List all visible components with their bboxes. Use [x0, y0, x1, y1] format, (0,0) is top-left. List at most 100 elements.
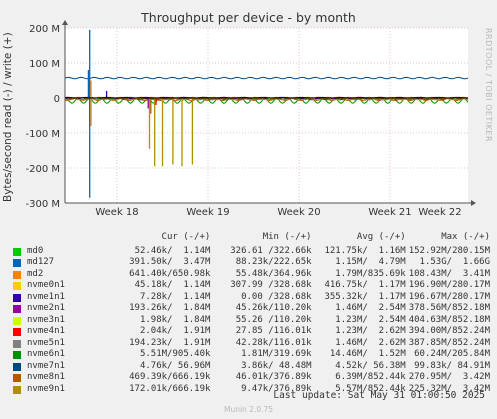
legend-row-md2: md2 641.40k/650.98k 55.48k/364.96k 1.79M/83… [10, 269, 490, 281]
legend-max: 196.67M/280.17M [408, 291, 490, 302]
legend-swatch [13, 362, 21, 371]
y-tick-label: -200 M [25, 164, 60, 175]
y-tick-label: 0 [54, 94, 60, 105]
legend-swatch [13, 339, 21, 348]
legend-avg: 1.15M/ 4.79M [335, 257, 406, 267]
legend-cur: 4.76k/ 56.96M [139, 360, 211, 371]
legend-min: 46.01k/376.89k [235, 372, 312, 382]
legend-max: 108.43M/ 3.41M [408, 268, 490, 279]
legend-row-nvme2n1: nvme2n1 193.26k/ 1.84M 45.26k/110.20k 1.46M… [10, 303, 490, 315]
legend-min: 88.23k/222.65k [235, 257, 312, 267]
legend-name: md127 [27, 257, 55, 267]
legend-swatch [13, 374, 21, 382]
legend-swatch [13, 293, 21, 302]
legend-header-cur: Cur (-/+) [161, 232, 211, 242]
legend-min: 0.00 /328.68k [241, 291, 312, 302]
x-axis-arrow [471, 200, 476, 206]
x-tick-label: Week 22 [418, 207, 461, 218]
legend-row-nvme8n1: nvme8n1 469.39k/666.19k 46.01k/376.89k 6.39… [10, 372, 490, 384]
legend-swatch [13, 247, 21, 256]
legend-avg: 6.39M/852.44k [335, 372, 406, 382]
legend-row-md127: md127 391.50k/ 3.47M 88.23k/222.65k 1.15M/ … [10, 257, 490, 269]
legend-swatch [13, 328, 21, 336]
legend-avg: 355.32k/ 1.17M [324, 291, 406, 302]
y-tick-label: 100 M [29, 59, 60, 70]
legend-row-nvme4n1: nvme4n1 2.04k/ 1.91M 27.85 /116.01k 1.23M/ … [10, 326, 490, 338]
x-tick-label: Week 19 [186, 207, 229, 218]
legend-min: 27.85 /116.01k [235, 326, 312, 336]
legend-max: 394.00M/852.24M [408, 326, 490, 336]
legend-cur: 52.46k/ 1.14M [134, 245, 211, 256]
legend-min: 3.86k/ 48.48M [241, 360, 312, 371]
x-tick-label: Week 18 [95, 207, 138, 218]
legend-swatch [13, 282, 21, 290]
legend-avg: 4.52k/ 56.38M [335, 360, 406, 371]
legend-max: 1.53G/ 1.66G [419, 257, 490, 267]
legend-max: 378.56M/852.18M [408, 303, 490, 313]
legend-row-nvme0n1: nvme0n1 45.18k/ 1.14M 307.99 /328.68k 416.7… [10, 280, 490, 292]
legend-header-avg: Avg (-/+) [356, 232, 406, 242]
legend-row-nvme9n1: nvme9n1 172.01k/666.19k 9.47k/376.89k 5.57M… [10, 384, 490, 396]
legend-swatch [13, 305, 21, 313]
legend-row-nvme5n1: nvme5n1 194.23k/ 1.91M 42.28k/116.01k 1.46M… [10, 338, 490, 350]
legend-row-nvme7n1: nvme7n1 4.76k/ 56.96M 3.86k/ 48.48M 4.52k/ … [10, 361, 490, 373]
legend-min: 307.99 /328.68k [230, 280, 312, 290]
legend-avg: 1.23M/ 2.54M [335, 314, 406, 325]
legend-swatch [13, 351, 21, 359]
legend-cur: 641.40k/650.98k [129, 268, 211, 279]
legend-row-md0: md0 52.46k/ 1.14M 326.61 /322.66k 121.75k/ … [10, 246, 490, 258]
legend-cur: 2.04k/ 1.91M [139, 326, 211, 336]
x-tick-label: Week 21 [368, 207, 411, 218]
legend-avg: 1.23M/ 2.62M [335, 326, 406, 336]
plot-background [65, 28, 468, 203]
legend-min: 1.81M/319.69k [241, 349, 312, 359]
legend-row-nvme6n1: nvme6n1 5.51M/905.40k 1.81M/319.69k 14.46M/… [10, 349, 490, 361]
legend-name: nvme2n1 [27, 303, 65, 313]
legend-max: 404.63M/852.18M [408, 314, 490, 325]
y-tick-label: -300 M [25, 199, 60, 210]
legend-cur: 7.28k/ 1.14M [139, 291, 211, 302]
legend-header-max: Max (-/+) [441, 232, 490, 242]
legend-name: nvme8n1 [27, 372, 65, 382]
legend-cur: 1.98k/ 1.84M [139, 314, 211, 325]
legend-max: 196.90M/280.17M [408, 280, 490, 290]
x-tick-label: Week 20 [277, 207, 320, 218]
legend-max: 99.83k/ 84.91M [414, 360, 490, 371]
legend-swatch [13, 259, 21, 267]
legend-avg: 1.46M/ 2.54M [335, 303, 406, 313]
legend-max: 387.85M/852.24M [408, 337, 490, 348]
legend-cur: 469.39k/666.19k [129, 372, 211, 382]
legend-row-nvme1n1: nvme1n1 7.28k/ 1.14M 0.00 /328.68k 355.32k/… [10, 292, 490, 304]
legend-name: nvme3n1 [27, 314, 65, 325]
y-tick-label: 200 M [29, 24, 60, 35]
graph-title: Throughput per device - by month [141, 10, 356, 25]
legend-name: md2 [27, 268, 44, 279]
legend-min: 42.28k/116.01k [235, 337, 312, 348]
legend-header-min: Min (-/+) [262, 232, 312, 242]
legend-cur: 194.23k/ 1.91M [129, 337, 211, 348]
legend-max: 270.95M/ 3.42M [408, 372, 490, 382]
munin-version: Munin 2.0.75 [223, 405, 274, 414]
legend-name: nvme1n1 [27, 291, 65, 302]
legend-cur: 5.51M/905.40k [139, 349, 211, 359]
rrdtool-credit: RRDTOOL / TOBI OETIKER [484, 28, 493, 143]
legend-cur: 172.01k/666.19k [129, 383, 211, 394]
legend-name: nvme9n1 [27, 383, 65, 394]
legend-cur: 391.50k/ 3.47M [129, 257, 211, 267]
legend-avg: 416.75k/ 1.17M [324, 280, 406, 290]
last-update: Last update: Sat May 31 01:00:50 2025 [273, 390, 485, 401]
legend-min: 326.61 /322.66k [230, 245, 312, 256]
legend-name: md0 [27, 245, 44, 256]
legend-swatch [13, 270, 21, 279]
legend-avg: 1.46M/ 2.62M [335, 337, 406, 348]
legend-avg: 14.46M/ 1.52M [329, 349, 406, 359]
legend-min: 55.26 /110.20k [235, 314, 312, 325]
legend-name: nvme6n1 [27, 349, 65, 359]
legend-avg: 5.57M/852.44k [335, 383, 406, 394]
chart-area: 200 M 100 M 0 -100 M -200 M -300 M Week 18 Week… [25, 20, 476, 218]
y-axis-arrow [62, 20, 68, 25]
legend-header: Cur (-/+) Min (-/+) Avg (-/+) Max (-/+) [10, 232, 490, 244]
legend-row-nvme3n1: nvme3n1 1.98k/ 1.84M 55.26 /110.20k 1.23M/ … [10, 315, 490, 327]
legend-min: 45.26k/110.20k [235, 303, 312, 313]
